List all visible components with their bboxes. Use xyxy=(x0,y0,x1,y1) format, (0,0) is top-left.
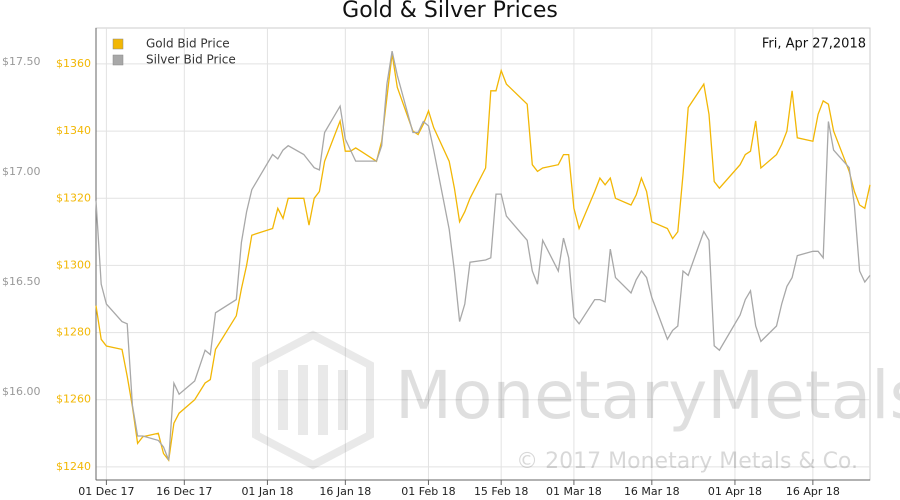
x-tick-label: 01 Feb 18 xyxy=(401,485,455,498)
y2-tick-label: $17.50 xyxy=(2,55,41,68)
watermark: MonetaryMetals xyxy=(395,357,900,434)
y-tick-label: $1240 xyxy=(56,460,91,473)
x-tick-label: 16 Mar 18 xyxy=(624,485,680,498)
copyright: © 2017 Monetary Metals & Co. xyxy=(516,449,858,474)
y-tick-label: $1320 xyxy=(56,191,91,204)
watermark-logo xyxy=(252,330,374,470)
x-tick-label: 16 Jan 18 xyxy=(319,485,371,498)
y-tick-label: $1260 xyxy=(56,393,91,406)
legend-label: Gold Bid Price xyxy=(146,37,230,51)
x-tick-label: 16 Dec 17 xyxy=(156,485,212,498)
series-line xyxy=(95,53,871,462)
y-tick-label: $1360 xyxy=(56,57,91,70)
x-tick-label: 01 Apr 18 xyxy=(708,485,762,498)
y-tick-label: $1280 xyxy=(56,326,91,339)
y-tick-label: $1300 xyxy=(56,258,91,271)
chart-title: Gold & Silver Prices xyxy=(342,0,558,23)
x-tick-label: 16 Apr 18 xyxy=(786,485,840,498)
x-tick-label: 15 Feb 18 xyxy=(474,485,528,498)
x-tick-label: 01 Jan 18 xyxy=(241,485,293,498)
y2-tick-label: $16.00 xyxy=(2,385,41,398)
legend-label: Silver Bid Price xyxy=(146,53,236,67)
x-tick-label: 01 Mar 18 xyxy=(546,485,602,498)
y-tick-label: $1340 xyxy=(56,124,91,137)
x-tick-label: 01 Dec 17 xyxy=(78,485,134,498)
series-line xyxy=(95,50,871,461)
y2-tick-label: $16.50 xyxy=(2,275,41,288)
date-annotation: Fri, Apr 27,2018 xyxy=(762,37,866,52)
y2-tick-label: $17.00 xyxy=(2,165,41,178)
plot: $1240 $1260 $1280 $1300 $1320 $1340 $1360 $16.0… xyxy=(2,27,871,498)
legend-swatch xyxy=(112,54,124,66)
legend-swatch xyxy=(112,38,124,50)
